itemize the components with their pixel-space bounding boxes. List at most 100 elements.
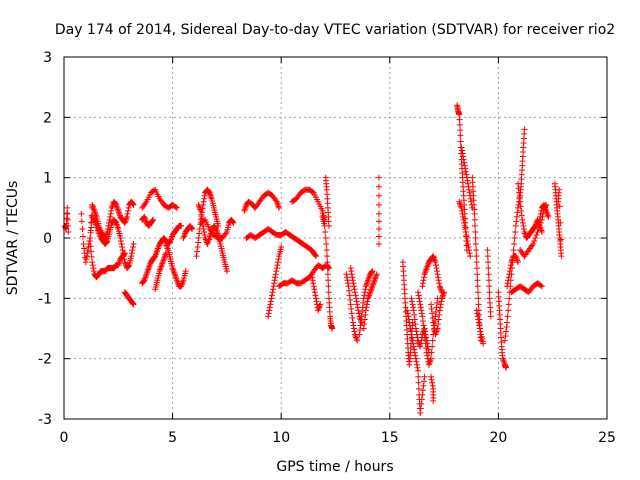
data-point [201,231,208,238]
data-point [441,289,448,296]
data-point [83,253,90,260]
data-point [325,222,332,229]
data-point [130,201,137,208]
data-point [485,271,492,278]
data-point [354,337,361,344]
x-tick-label: 15 [381,430,399,446]
data-point [472,222,479,229]
data-point [477,328,484,335]
data-point [274,262,281,269]
data-point [80,241,87,248]
data-point [532,235,539,241]
data-point [435,320,442,327]
data-point [406,322,413,329]
data-point [267,298,274,305]
data-point [508,271,515,278]
data-point [434,299,441,306]
data-point [533,231,540,238]
data-point [536,222,543,229]
data-points [62,102,565,416]
data-point [350,280,357,287]
data-point [428,376,435,383]
data-point [129,300,136,307]
data-point [375,183,382,190]
data-point [325,283,332,290]
data-point [362,286,369,293]
data-point [537,282,544,289]
data-point [556,203,563,210]
data-point [348,268,355,275]
data-point [467,253,474,260]
data-point [463,231,470,238]
data-point [466,186,473,193]
data-point [273,265,280,272]
data-point [504,280,511,287]
data-point [411,316,418,323]
data-point [433,265,440,272]
data-point [128,253,135,260]
data-point [424,352,431,359]
data-point [78,218,85,225]
data-point [64,216,71,223]
data-point [419,391,426,398]
data-point [506,295,513,302]
data-point [474,310,481,317]
data-point [504,313,511,320]
data-point [514,259,521,266]
data-point [473,247,480,254]
data-point [485,265,492,272]
data-point [473,259,480,266]
data-point [471,216,478,223]
data-point [467,195,474,202]
data-point [347,265,354,272]
data-point [466,189,473,196]
data-point [428,355,435,362]
data-point [475,295,482,302]
data-point [107,210,114,217]
data-point [514,209,521,216]
data-point [415,373,422,380]
data-point [464,177,471,184]
data-point [201,228,208,235]
data-point [121,250,128,257]
data-point [125,204,132,211]
data-point [413,328,420,335]
data-point [324,271,331,278]
y-tick-label: 0 [43,231,52,247]
data-point [459,147,466,154]
data-point [511,241,518,248]
data-point [429,343,436,350]
data-point [456,116,463,123]
data-point [149,217,156,224]
data-point [356,327,363,334]
data-point [344,280,351,287]
data-point [428,373,435,380]
data-point [308,271,315,278]
data-point [512,222,519,229]
data-point [89,259,96,266]
data-point [555,198,562,205]
data-point [519,219,526,226]
data-point [466,247,473,254]
data-point [268,292,275,299]
x-tick-label: 5 [168,430,177,446]
data-point [324,259,331,266]
data-point [194,244,201,251]
data-point [196,230,203,237]
data-point [411,349,418,356]
data-point [130,241,137,248]
data-point [456,121,463,128]
data-point [417,405,424,412]
data-point [457,132,464,139]
data-point [87,243,94,250]
y-tick-label: 2 [43,110,52,126]
data-point [272,271,279,278]
data-point [507,277,514,284]
data-point [474,313,481,320]
x-tick-label: 20 [489,430,507,446]
data-point [410,343,417,350]
data-point [275,256,282,263]
data-point [353,298,360,305]
data-point [63,215,70,222]
x-tick-label: 0 [60,430,69,446]
